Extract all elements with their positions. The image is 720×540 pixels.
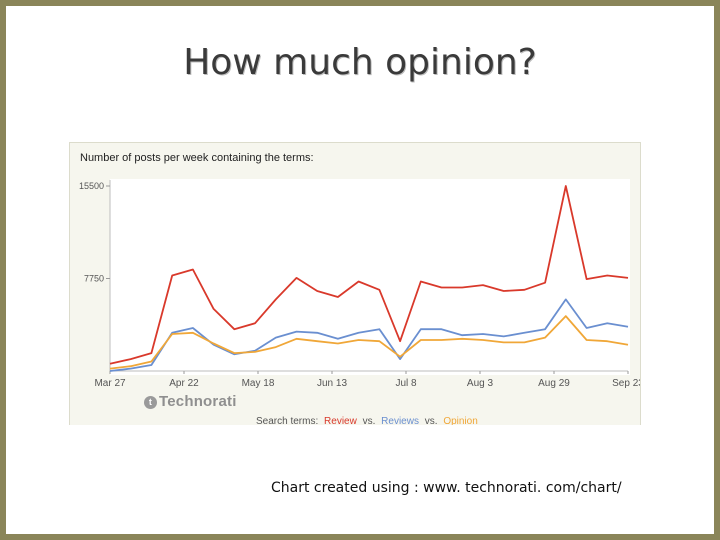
x-tick-label: Aug 3 <box>467 378 494 389</box>
series-line-review <box>109 185 629 365</box>
x-tick-label: May 18 <box>242 378 275 389</box>
slide-title: How much opinion? <box>183 42 537 83</box>
technorati-logo-icon: t <box>144 396 157 409</box>
chart-caption: Chart created using : www. technorati. c… <box>271 480 622 496</box>
chart-panel: Number of posts per week containing the … <box>69 142 641 425</box>
series-line-opinion <box>109 315 629 370</box>
x-tick-label: Aug 29 <box>538 378 570 389</box>
y-tick-label: 7750 <box>84 274 104 284</box>
chart-legend: Search terms: Review vs. Reviews vs. Opi… <box>256 416 481 425</box>
x-tick-label: Sep 23 <box>612 378 640 389</box>
x-tick-label: Jun 13 <box>317 378 347 389</box>
legend-item-opinion: Opinion <box>443 416 478 425</box>
technorati-logo-text: Technorati <box>159 393 237 410</box>
legend-separator: vs. <box>362 416 376 425</box>
legend-separator: vs. <box>424 416 438 425</box>
x-tick-label: Apr 22 <box>169 378 199 389</box>
legend-item-reviews: Reviews <box>381 416 419 425</box>
x-tick-label: Jul 8 <box>395 378 417 389</box>
legend-item-review: Review <box>324 416 357 425</box>
line-chart: 15500 7750 Mar 27 Apr 22 May 18 Jun 13 Jul 8 Au… <box>79 180 640 389</box>
technorati-logo: t Technorati <box>144 393 237 410</box>
chart-title: Number of posts per week containing the … <box>80 152 314 164</box>
x-tick-label: Mar 27 <box>94 378 126 389</box>
y-tick-label: 15500 <box>79 181 104 191</box>
legend-prefix: Search terms: <box>256 416 319 425</box>
series-line-reviews <box>109 298 629 372</box>
